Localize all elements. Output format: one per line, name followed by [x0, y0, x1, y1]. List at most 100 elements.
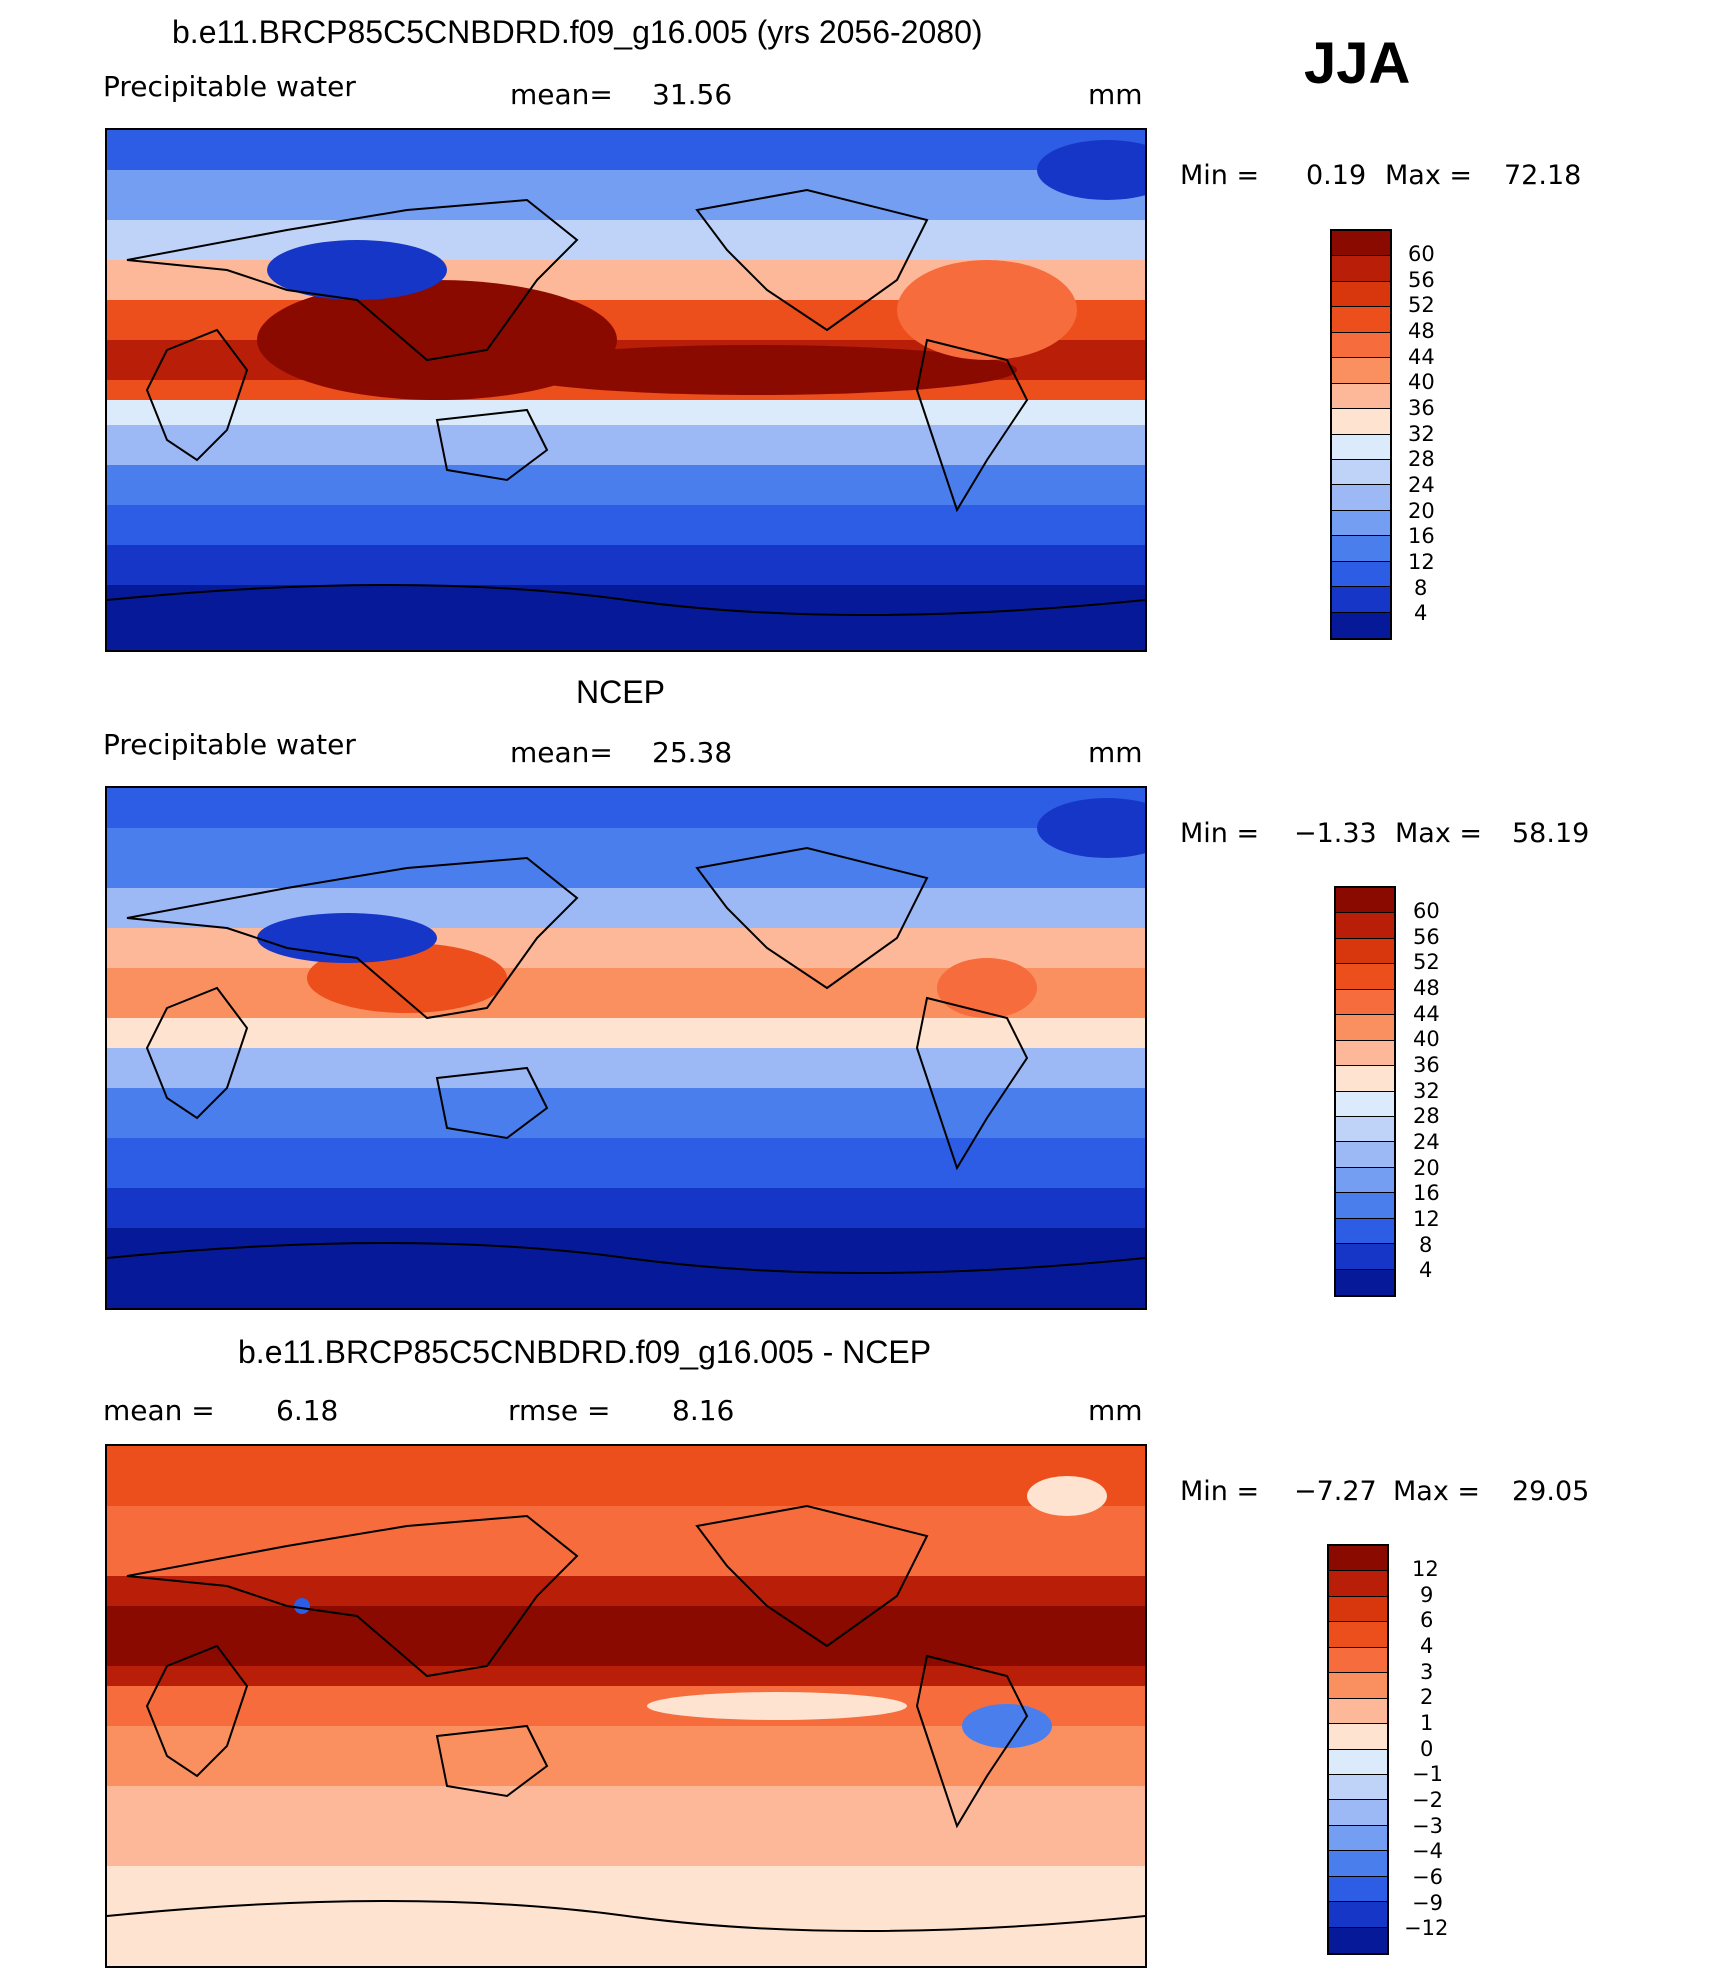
colorbar-label: 24 [1408, 473, 1435, 497]
colorbar-segment [1329, 1622, 1387, 1648]
colorbar-label: 60 [1413, 899, 1440, 923]
panel2-units: mm [1088, 736, 1143, 769]
panel1-mean-label: mean= [510, 78, 613, 111]
colorbar-label: −1 [1412, 1762, 1443, 1786]
colorbar-label: 40 [1413, 1027, 1440, 1051]
panel1-colorbar [1330, 229, 1392, 640]
colorbar-label: 6 [1420, 1608, 1434, 1632]
colorbar-label: 28 [1408, 447, 1435, 471]
colorbar-segment [1336, 1015, 1394, 1041]
colorbar-segment [1336, 1244, 1394, 1270]
colorbar-segment [1329, 1927, 1387, 1953]
colorbar-label: 12 [1413, 1207, 1440, 1231]
panel1-min-label: Min = [1180, 160, 1260, 191]
colorbar-label: 3 [1420, 1660, 1434, 1684]
colorbar-segment [1332, 307, 1390, 333]
colorbar-segment [1329, 1774, 1387, 1801]
colorbar-label: 32 [1408, 422, 1435, 446]
colorbar-segment [1332, 409, 1390, 435]
colorbar-label: 36 [1408, 396, 1435, 420]
panel1-max-value: 72.18 [1504, 160, 1582, 191]
panel2-min-value: −1.33 [1294, 818, 1377, 849]
colorbar-label: 8 [1419, 1233, 1433, 1257]
panel3-min-value: −7.27 [1294, 1476, 1377, 1507]
colorbar-segment [1336, 1040, 1394, 1067]
colorbar-label: 16 [1408, 524, 1435, 548]
colorbar-segment [1332, 561, 1390, 588]
panel2-variable: Precipitable water [103, 728, 356, 761]
colorbar-segment [1329, 1596, 1387, 1623]
panel1-map [105, 128, 1147, 652]
panel3-title: b.e11.BRCP85C5CNBDRD.f09_g16.005 - NCEP [238, 1334, 932, 1370]
colorbar-segment [1329, 1571, 1387, 1597]
colorbar-segment [1332, 231, 1390, 257]
colorbar-segment [1332, 587, 1390, 613]
panel3-rmse-value: 8.16 [672, 1394, 735, 1427]
colorbar-label: 20 [1408, 499, 1435, 523]
colorbar-label: 4 [1420, 1634, 1434, 1658]
panel2-max-value: 58.19 [1512, 818, 1590, 849]
colorbar-segment [1336, 938, 1394, 965]
colorbar-segment [1332, 281, 1390, 308]
colorbar-label: 9 [1420, 1583, 1434, 1607]
season-label: JJA [1304, 31, 1411, 96]
colorbar-segment [1332, 332, 1390, 359]
colorbar-label: 0 [1420, 1737, 1434, 1761]
colorbar-label: 52 [1408, 293, 1435, 317]
colorbar-segment [1332, 459, 1390, 486]
colorbar-segment [1329, 1876, 1387, 1903]
colorbar-segment [1332, 536, 1390, 562]
colorbar-segment [1336, 1142, 1394, 1168]
colorbar-segment [1332, 383, 1390, 410]
colorbar-label: 16 [1413, 1181, 1440, 1205]
colorbar-segment [1336, 1066, 1394, 1092]
colorbar-label: 56 [1408, 268, 1435, 292]
colorbar-label: 2 [1420, 1685, 1434, 1709]
panel2-map [105, 786, 1147, 1310]
colorbar-label: 28 [1413, 1104, 1440, 1128]
panel3-mean-label: mean = [103, 1394, 215, 1427]
colorbar-label: 48 [1413, 976, 1440, 1000]
colorbar-label: 56 [1413, 925, 1440, 949]
colorbar-segment [1336, 1269, 1394, 1295]
colorbar-label: 60 [1408, 242, 1435, 266]
colorbar-label: 44 [1413, 1002, 1440, 1026]
colorbar-label: 48 [1408, 319, 1435, 343]
panel3-rmse-label: rmse = [508, 1394, 611, 1427]
colorbar-segment [1336, 1116, 1394, 1143]
colorbar-segment [1336, 1193, 1394, 1219]
colorbar-segment [1332, 510, 1390, 537]
colorbar-label: 52 [1413, 950, 1440, 974]
panel3-colorbar [1327, 1544, 1389, 1955]
colorbar-segment [1336, 913, 1394, 939]
colorbar-label: 1 [1420, 1711, 1434, 1735]
colorbar-label: −2 [1412, 1788, 1443, 1812]
colorbar-segment [1336, 1218, 1394, 1245]
colorbar-segment [1329, 1749, 1387, 1775]
panel1-title: b.e11.BRCP85C5CNBDRD.f09_g16.005 (yrs 20… [172, 14, 983, 50]
colorbar-segment [1329, 1673, 1387, 1699]
panel2-colorbar [1334, 886, 1396, 1297]
colorbar-label: −3 [1412, 1814, 1443, 1838]
colorbar-segment [1336, 1167, 1394, 1194]
panel1-min-value: 0.19 [1306, 160, 1367, 191]
colorbar-segment [1329, 1825, 1387, 1852]
colorbar-label: 36 [1413, 1053, 1440, 1077]
colorbar-segment [1332, 434, 1390, 460]
colorbar-segment [1332, 358, 1390, 384]
colorbar-label: 40 [1408, 370, 1435, 394]
colorbar-segment [1329, 1724, 1387, 1750]
colorbar-label: 20 [1413, 1156, 1440, 1180]
panel3-min-label: Min = [1180, 1476, 1260, 1507]
panel2-mean-label: mean= [510, 736, 613, 769]
colorbar-label: 24 [1413, 1130, 1440, 1154]
colorbar-segment [1329, 1851, 1387, 1877]
panel2-title: NCEP [576, 674, 665, 710]
panel3-map [105, 1444, 1147, 1968]
colorbar-label: 4 [1414, 601, 1428, 625]
colorbar-label: −6 [1412, 1865, 1443, 1889]
panel1-mean-value: 31.56 [652, 78, 733, 111]
panel2-min-label: Min = [1180, 818, 1260, 849]
colorbar-segment [1336, 989, 1394, 1016]
panel1-max-label: Max = [1385, 160, 1473, 191]
